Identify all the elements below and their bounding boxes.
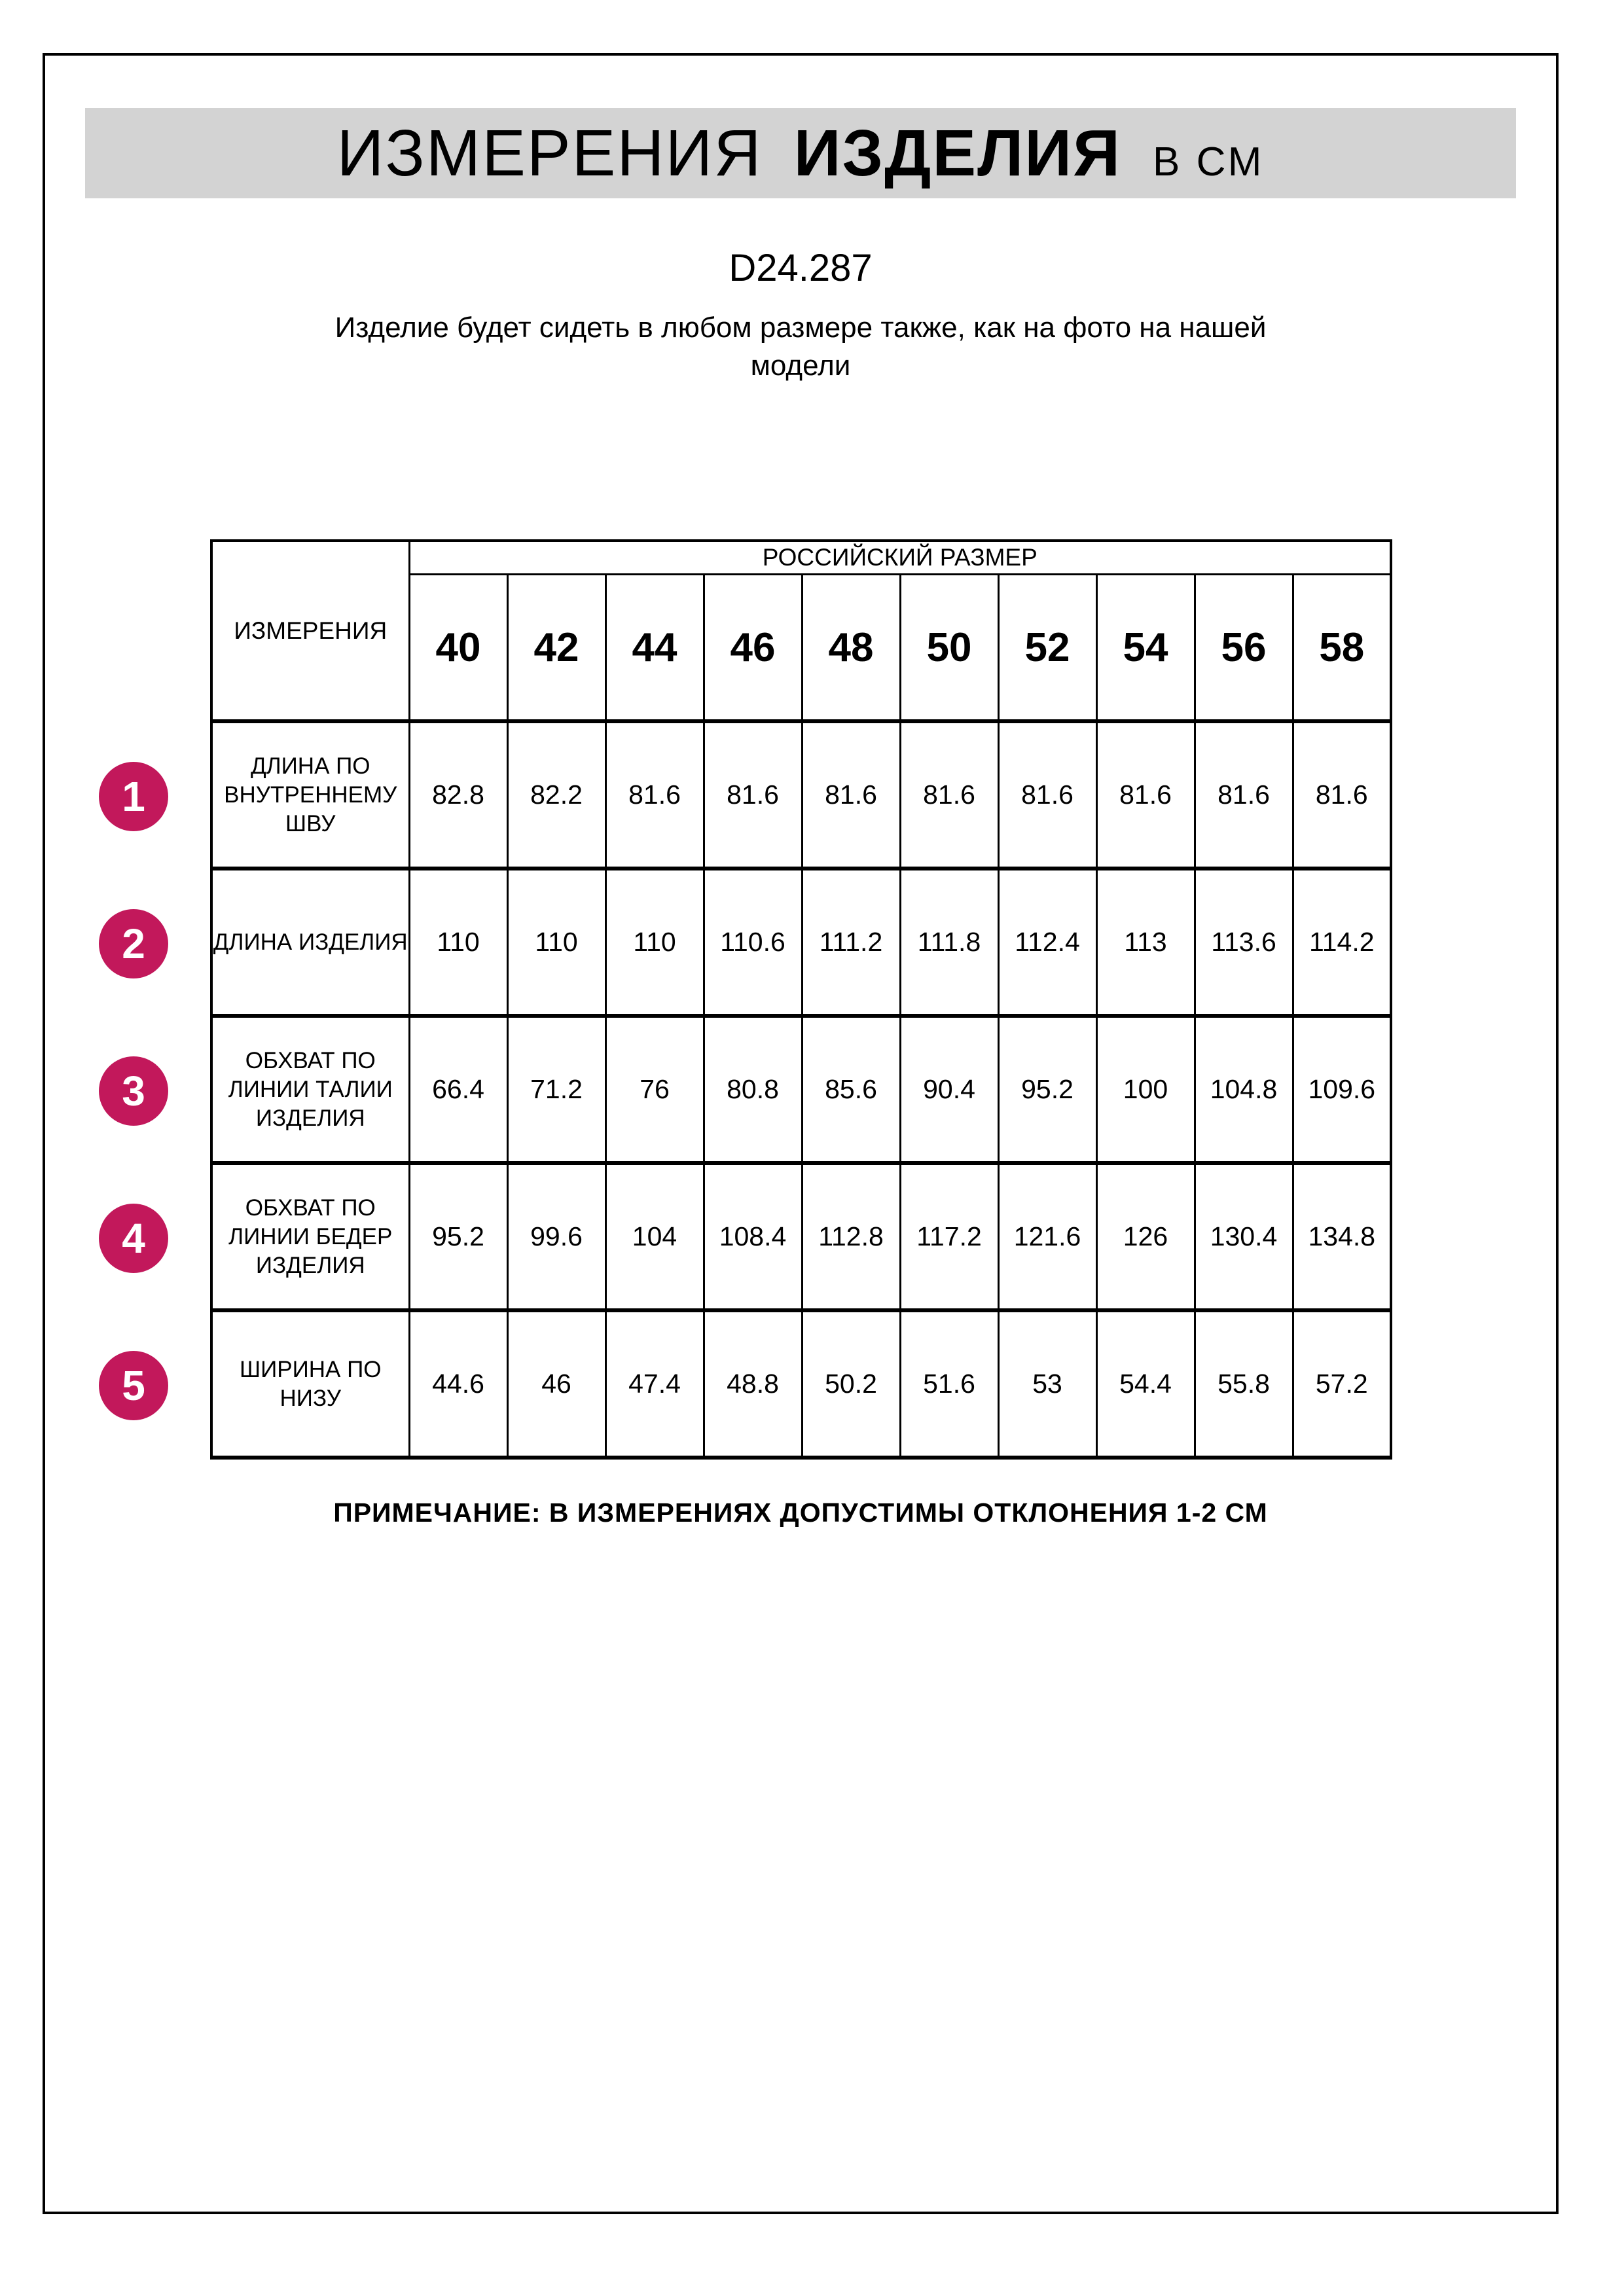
measurement-value: 114.2 [1291,867,1392,1018]
size-header-cell: 52 [997,573,1098,723]
title-banner: ИЗМЕРЕНИЯ ИЗДЕЛИЯ В СМ [85,108,1516,198]
measurement-value: 81.6 [1095,719,1196,870]
title-units-text: В СМ [1153,139,1265,185]
measurement-value: 90.4 [899,1014,1000,1165]
table-row: ДЛИНА ПО ВНУТРЕННЕМУ ШВУ 82.8 82.2 81.6 81.6… [210,719,1392,870]
measurement-label: ОБХВАТ ПО ЛИНИИ БЕДЕР ИЗДЕЛИЯ [210,1161,410,1312]
size-header-cell: 44 [604,573,705,723]
size-header-cell: 50 [899,573,1000,723]
measurement-value: 109.6 [1291,1014,1392,1165]
measurement-value: 130.4 [1193,1161,1294,1312]
measurement-value: 104 [604,1161,705,1312]
size-header-row: 40 42 44 46 48 50 52 54 56 58 [211,573,1392,723]
measurement-value: 110 [506,867,607,1018]
page-title: ИЗМЕРЕНИЯ ИЗДЕЛИЯ В СМ [337,116,1265,191]
measurement-value: 99.6 [506,1161,607,1312]
measurement-label: ДЛИНА ПО ВНУТРЕННЕМУ ШВУ [210,719,410,870]
row-number-badge: 5 [99,1351,168,1420]
row-number-text: 5 [122,1362,145,1409]
row-number-badge: 3 [99,1056,168,1126]
measurement-value: 46 [506,1308,607,1460]
row-number-badge: 1 [99,762,168,831]
measurement-value: 48.8 [702,1308,803,1460]
fit-description: Изделие будет сидеть в любом размере так… [44,309,1557,385]
measurements-column-header: ИЗМЕРЕНИЯ [210,539,410,723]
measurement-value: 81.6 [604,719,705,870]
measurement-value: 80.8 [702,1014,803,1165]
measurement-value: 81.6 [1193,719,1294,870]
measurement-value: 82.2 [506,719,607,870]
row-number-badge: 2 [99,909,168,978]
russian-size-header: РОССИЙСКИЙ РАЗМЕР [408,539,1392,575]
measurement-label: ШИРИНА ПО НИЗУ [210,1308,410,1460]
measurement-value: 81.6 [801,719,901,870]
measurement-value: 100 [1095,1014,1196,1165]
measurement-value: 95.2 [997,1014,1098,1165]
measurement-label: ОБХВАТ ПО ЛИНИИ ТАЛИИ ИЗДЕЛИЯ [210,1014,410,1165]
measurement-value: 95.2 [408,1161,509,1312]
measurement-value: 110 [604,867,705,1018]
measurement-value: 81.6 [899,719,1000,870]
measurement-value: 53 [997,1308,1098,1460]
size-header-cell: 40 [408,573,509,723]
product-code: D24.287 [729,247,873,289]
measurement-value: 50.2 [801,1308,901,1460]
size-table: ИЗМЕРЕНИЯ РОССИЙСКИЙ РАЗМЕР 40 42 44 46 48 50… [210,539,1393,1460]
table-header-row: ИЗМЕРЕНИЯ РОССИЙСКИЙ РАЗМЕР [210,539,1392,723]
size-header-cell: 58 [1291,573,1392,723]
table-row: ДЛИНА ИЗДЕЛИЯ 110 110 110 110.6 111.2 111.8 112… [210,867,1392,1018]
table-row: ШИРИНА ПО НИЗУ 44.6 46 47.4 48.8 50.2 51.6 53 54… [210,1308,1392,1460]
measurement-value: 113 [1095,867,1196,1018]
measurement-value: 51.6 [899,1308,1000,1460]
row-number-badge: 4 [99,1204,168,1273]
measurement-value: 81.6 [702,719,803,870]
measurement-value: 104.8 [1193,1014,1294,1165]
measurement-value: 82.8 [408,719,509,870]
measurement-value: 55.8 [1193,1308,1294,1460]
measurement-value: 134.8 [1291,1161,1392,1312]
table-row: ОБХВАТ ПО ЛИНИИ БЕДЕР ИЗДЕЛИЯ 95.2 99.6 104… [210,1161,1392,1312]
measurement-value: 85.6 [801,1014,901,1165]
measurement-value: 110 [408,867,509,1018]
title-product-text: ИЗДЕЛИЯ [793,116,1122,190]
measurement-value: 66.4 [408,1014,509,1165]
measurement-value: 112.4 [997,867,1098,1018]
tolerance-note: ПРИМЕЧАНИЕ: В ИЗМЕРЕНИЯХ ДОПУСТИМЫ ОТКЛО… [333,1498,1268,1528]
measurement-label: ДЛИНА ИЗДЕЛИЯ [210,867,410,1018]
measurement-value: 57.2 [1291,1308,1392,1460]
measurement-value: 76 [604,1014,705,1165]
measurement-value: 112.8 [801,1161,901,1312]
measurement-value: 47.4 [604,1308,705,1460]
size-header-cell: 54 [1095,573,1196,723]
size-header-cell: 46 [702,573,803,723]
measurement-value: 117.2 [899,1161,1000,1312]
measurement-value: 111.2 [801,867,901,1018]
measurement-value: 81.6 [1291,719,1392,870]
measurement-value: 108.4 [702,1161,803,1312]
measurement-value: 110.6 [702,867,803,1018]
measurement-value: 44.6 [408,1308,509,1460]
fit-description-line2: модели [750,350,851,382]
row-number-text: 3 [122,1067,145,1115]
measurement-value: 81.6 [997,719,1098,870]
table-row: ОБХВАТ ПО ЛИНИИ ТАЛИИ ИЗДЕЛИЯ 66.4 71.2 76 8… [210,1014,1392,1165]
fit-description-line1: Изделие будет сидеть в любом размере так… [334,312,1267,344]
size-header-cell: 56 [1193,573,1294,723]
size-header-cell: 48 [801,573,901,723]
size-header-cell: 42 [506,573,607,723]
row-number-text: 2 [122,920,145,967]
measurement-value: 126 [1095,1161,1196,1312]
measurement-value: 111.8 [899,867,1000,1018]
title-measurements-text: ИЗМЕРЕНИЯ [336,116,763,190]
measurement-value: 54.4 [1095,1308,1196,1460]
measurement-value: 71.2 [506,1014,607,1165]
row-number-text: 4 [122,1215,145,1262]
row-number-text: 1 [122,773,145,820]
measurement-value: 121.6 [997,1161,1098,1312]
measurement-value: 113.6 [1193,867,1294,1018]
